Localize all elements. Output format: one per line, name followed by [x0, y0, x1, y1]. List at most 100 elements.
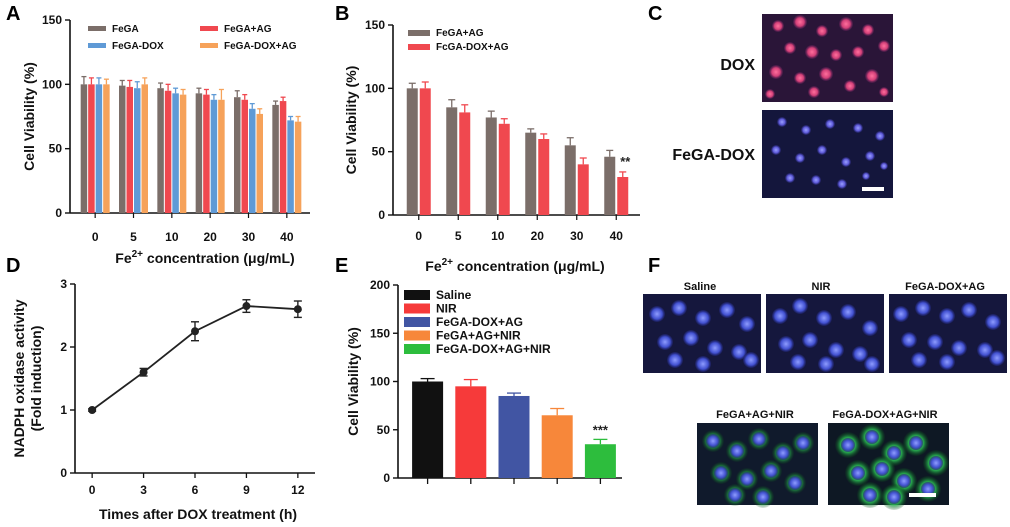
chart-e-ytick-label: 150: [370, 326, 390, 340]
cell-blob: [805, 45, 819, 59]
chart-e-ylabel: Cell Viability (%): [345, 327, 361, 436]
chart-a-xtick-label: 5: [130, 230, 137, 244]
chart-d-point: [139, 368, 148, 377]
chart-a-bar: [141, 84, 148, 213]
chart-b-xlabel-part: concentration (μg/mL): [453, 258, 605, 274]
chart-a-xtick-label: 20: [203, 230, 217, 244]
cell-blob: [878, 40, 890, 52]
panel-label-a: A: [6, 3, 20, 25]
cell-nucleus: [911, 352, 927, 368]
panel-label-d: D: [6, 255, 20, 277]
chart-e-ytick-label: 0: [383, 471, 390, 485]
cell-blob: [875, 131, 885, 141]
micro-label-dox: DOX: [720, 57, 755, 74]
cell-blob: [769, 65, 783, 79]
micro-cells-dox: [765, 15, 890, 99]
chart-b-bar: [446, 107, 458, 215]
chart-b-xtick-label: 5: [455, 229, 462, 243]
cell-blob: [817, 145, 827, 155]
chart-d-ytick-label: 1: [60, 403, 67, 417]
cell-blob: [865, 151, 875, 161]
chart-a-bar: [179, 94, 187, 213]
cell-nucleus: [788, 476, 802, 490]
chart-a-xtick-label: 10: [165, 230, 179, 244]
cell-blob: [844, 80, 856, 92]
chart-a-bar: [294, 121, 302, 213]
chart-e-significance-annotation: ***: [593, 422, 609, 437]
cell-nucleus: [828, 342, 844, 358]
chart-b-legend-label: FeGA+AG: [436, 28, 484, 39]
cell-nucleus: [939, 308, 955, 324]
cell-nucleus: [985, 314, 1001, 330]
panel-label-f: F: [648, 255, 660, 277]
cell-nucleus: [706, 434, 720, 448]
chart-a-ylabel: Cell Viability (%): [21, 62, 37, 171]
cell-nucleus: [909, 436, 923, 450]
cell-nucleus: [695, 356, 711, 372]
cell-blob: [784, 42, 796, 54]
chart-b-ytick-label: 50: [372, 145, 386, 159]
chart-a-bar: [195, 93, 203, 213]
cell-nucleus: [772, 308, 788, 324]
chart-a-bar: [256, 113, 263, 213]
cell-nucleus: [740, 472, 754, 486]
cell-nucleus: [695, 310, 711, 326]
chart-e-ytick-label: 50: [377, 423, 391, 437]
chart-d-xtick-label: 9: [243, 483, 250, 497]
chart-a-bar: [272, 104, 279, 213]
chart-a-legend-label: FeGA-DOX: [112, 41, 164, 52]
chart-a-legend-label: FeGA: [112, 24, 139, 35]
cell-nucleus: [921, 482, 935, 496]
chart-b-ylabel: Cell Viability (%): [343, 66, 359, 175]
chart-b-legend-swatch: [408, 44, 430, 50]
chart-b-xtick-label: 0: [415, 229, 422, 243]
chart-b-bar: [617, 177, 629, 215]
chart-a-bar: [203, 94, 210, 213]
cell-nucleus: [977, 342, 993, 358]
chart-a-xtick-label: 40: [280, 230, 294, 244]
chart-b-significance-annotation: **: [620, 154, 631, 169]
scale-bar-c: [862, 187, 884, 191]
chart-b-xlabel-superscript: 2+: [442, 257, 454, 268]
chart-a-bar: [103, 84, 110, 213]
chart-b-legend-swatch: [408, 30, 430, 36]
chart-b-xlabel-part: Fe: [425, 258, 442, 274]
cell-blob: [830, 49, 842, 61]
chart-e-ytick-label: 100: [370, 375, 390, 389]
cell-blob: [819, 67, 833, 81]
chart-a-ytick-label: 150: [42, 13, 62, 27]
chart-a-bar: [157, 88, 164, 213]
cell-nucleus: [818, 356, 834, 372]
cell-nucleus: [728, 488, 742, 502]
panel-label-b: B: [335, 3, 349, 25]
chart-b-xtick-label: 30: [570, 229, 584, 243]
chart-a-ytick-label: 100: [42, 77, 62, 91]
chart-a-legend-label: FeGA+AG: [224, 24, 272, 35]
chart-d-ytick-label: 3: [60, 277, 67, 291]
cell-nucleus: [792, 298, 808, 314]
panel-label-c: C: [648, 3, 662, 25]
cell-nucleus: [671, 300, 687, 316]
chart-b-legend-label: FcGA-DOX+AG: [436, 42, 509, 53]
chart-e-bar: [455, 386, 487, 478]
micro-label-fega-ag-nir: FeGA+AG+NIR: [716, 409, 794, 421]
micro-cells-fega-dox: [771, 117, 888, 189]
cell-nucleus: [893, 306, 909, 322]
chart-d-point: [88, 406, 97, 414]
chart-b-bar: [564, 145, 576, 215]
chart-e-bar: [584, 444, 616, 478]
cell-nucleus: [776, 446, 790, 460]
cell-nucleus: [719, 302, 735, 318]
chart-a-xlabel: Fe2+ concentration (μg/mL): [115, 249, 294, 266]
cell-nucleus: [951, 340, 967, 356]
cell-nucleus: [649, 306, 665, 322]
cell-nucleus: [657, 334, 673, 350]
cell-blob: [853, 123, 863, 133]
chart-e-legend-swatch: [404, 330, 430, 341]
chart-a-bar: [164, 90, 172, 213]
cell-nucleus: [778, 336, 794, 352]
chart-e-legend-label: FeGA-DOX+AG+NIR: [436, 342, 551, 356]
cell-blob: [772, 20, 784, 32]
chart-b-bar: [485, 117, 497, 215]
cell-nucleus: [927, 334, 943, 350]
